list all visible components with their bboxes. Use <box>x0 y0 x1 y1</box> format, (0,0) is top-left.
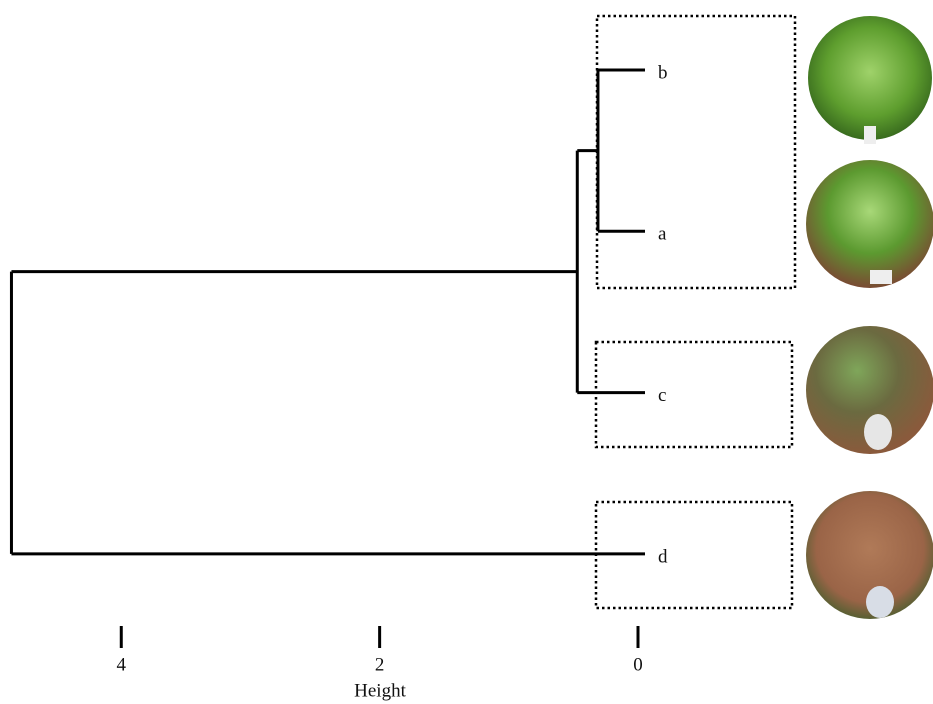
chart: Height 4 2 0 b a c d <box>0 0 933 704</box>
leaf-label: c <box>658 385 666 406</box>
photos <box>806 16 933 619</box>
cluster-box <box>597 16 795 288</box>
photo-detail <box>864 414 892 450</box>
x-tick-label: 4 <box>117 654 127 675</box>
photo-detail <box>866 586 894 618</box>
photo <box>806 160 933 288</box>
leaf-label: b <box>658 62 668 83</box>
x-tick-label: 0 <box>633 654 643 675</box>
leaf-label: a <box>658 224 667 245</box>
x-axis-label: Height <box>354 680 406 701</box>
photo-detail <box>870 270 892 284</box>
cluster-box <box>596 342 792 447</box>
photo-detail <box>864 126 876 144</box>
leaf-label: d <box>658 546 668 567</box>
photo <box>808 16 932 140</box>
x-tick-label: 2 <box>375 654 385 675</box>
